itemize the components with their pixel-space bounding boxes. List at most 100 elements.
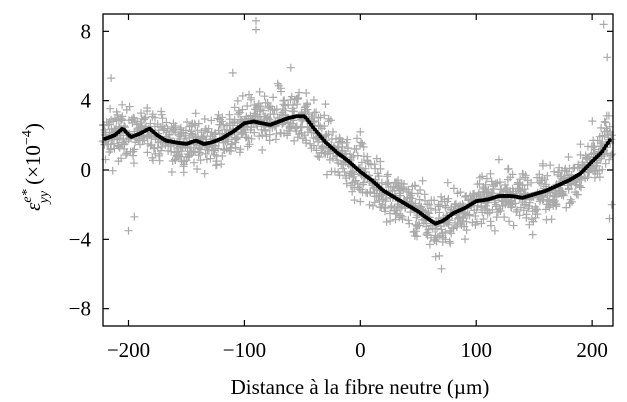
y-axis: −8 −4 0 4 8 (69, 19, 613, 321)
scatter-point (435, 208, 444, 217)
scatter-point (108, 166, 117, 175)
scatter-point (347, 153, 356, 162)
scatter-point (491, 200, 500, 209)
scatter-point (238, 105, 247, 114)
scatter-point (296, 123, 305, 132)
scatter-point (315, 153, 324, 162)
scatter-point (441, 235, 450, 244)
scatter-point (335, 133, 344, 142)
scatter-point (400, 180, 408, 188)
scatter-point (323, 170, 331, 179)
scatter-point (351, 176, 360, 185)
scatter-point (539, 195, 548, 204)
scatter-point (547, 215, 556, 224)
scatter-point (481, 180, 490, 189)
scatter-point (209, 146, 218, 155)
scatter-point (318, 142, 327, 151)
scatter-point (585, 168, 594, 176)
scatter-point (335, 171, 344, 180)
scatter-point (426, 204, 435, 213)
scatter-point (176, 152, 185, 161)
mean-point (605, 141, 610, 145)
scatter-point (184, 153, 193, 162)
scatter-point (117, 116, 125, 125)
scatter-point (538, 161, 547, 170)
y-axis-label: εe* yy(×10−4) (20, 123, 52, 211)
scatter-point (424, 209, 433, 218)
scatter-point (179, 168, 188, 177)
scatter-point (441, 201, 450, 210)
scatter-point (408, 194, 417, 203)
scatter-point (219, 120, 228, 129)
scatter-point (422, 230, 431, 238)
scatter-point (533, 210, 542, 219)
scatter-point (477, 203, 486, 212)
scatter-layer (98, 16, 617, 273)
scatter-point (236, 145, 245, 154)
scatter-point (258, 146, 267, 154)
scatter-point (552, 200, 561, 209)
scatter-point (382, 217, 391, 226)
scatter-point (107, 74, 116, 83)
scatter-point (115, 143, 124, 152)
scatter-point (543, 171, 552, 180)
scatter-point (577, 176, 586, 184)
scatter-point (531, 213, 540, 222)
scatter-point (423, 200, 432, 209)
scatter-point (483, 209, 492, 218)
scatter-point (162, 118, 171, 127)
scatter-point (462, 226, 471, 235)
scatter-point (167, 168, 176, 176)
scatter-point (193, 165, 202, 173)
scatter-point (183, 118, 191, 126)
scatter-point (277, 87, 285, 96)
scatter-point (605, 155, 614, 164)
scatter-point (598, 165, 607, 174)
scatter-point (456, 188, 465, 197)
scatter-point (564, 153, 573, 161)
scatter-point (412, 227, 420, 236)
scatter-point (486, 169, 495, 178)
scatter-point (200, 169, 209, 178)
scatter-point (478, 172, 487, 181)
scatter-point (472, 205, 481, 214)
scatter-point (286, 63, 295, 72)
scatter-point (310, 141, 318, 150)
scatter-point (418, 176, 427, 185)
scatter-point (238, 91, 247, 100)
scatter-point (181, 126, 190, 135)
scatter-point (376, 157, 385, 166)
scatter-point (496, 206, 505, 215)
scatter-point (564, 185, 573, 194)
scatter-point (603, 53, 612, 62)
scatter-point (290, 107, 299, 116)
scatter-point (359, 143, 368, 151)
scatter-point (123, 149, 131, 158)
scatter-point (383, 170, 392, 179)
x-tick-label: 200 (576, 338, 608, 362)
scatter-point (247, 123, 256, 132)
scatter-point (368, 201, 377, 210)
scatter-point (329, 127, 337, 136)
scatter-point (234, 110, 243, 119)
scatter-point (295, 88, 304, 97)
x-tick-label: 0 (355, 338, 366, 362)
scatter-point (302, 139, 311, 147)
scatter-point (157, 146, 165, 155)
scatter-point (269, 110, 278, 119)
scatter-point (430, 196, 439, 205)
scatter-point (158, 114, 167, 123)
scatter-point (190, 158, 198, 167)
scatter-point (500, 213, 509, 222)
scatter-point (137, 109, 145, 118)
scatter-point (447, 229, 456, 238)
scatter-point (607, 200, 616, 209)
y-tick-label: 8 (81, 19, 92, 43)
scatter-point (260, 92, 269, 101)
scatter-point (577, 183, 585, 192)
scatter-point (482, 174, 491, 183)
scatter-point (129, 147, 138, 156)
scatter-point (306, 139, 315, 148)
scatter-point (492, 213, 501, 222)
scatter-point (359, 178, 368, 187)
